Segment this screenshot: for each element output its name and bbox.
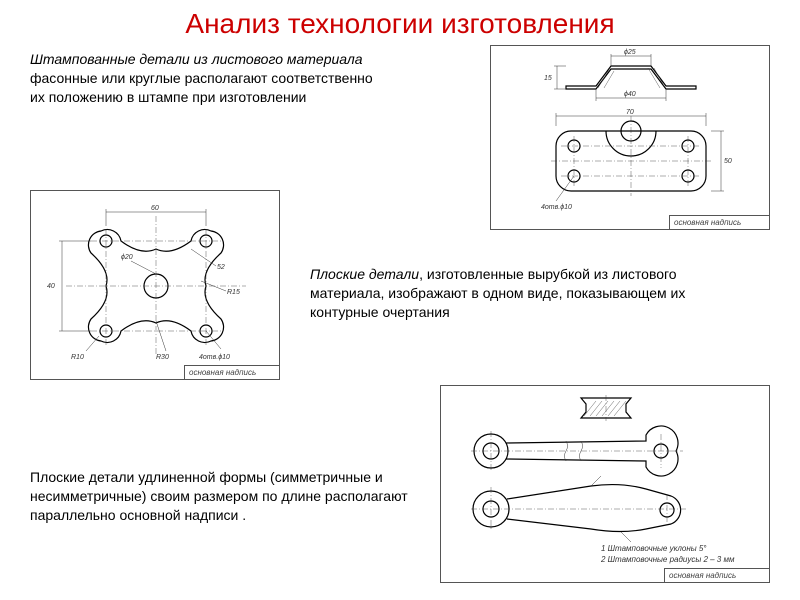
drawing-bracket: ϕ25 ϕ40 15	[490, 45, 770, 230]
drawing-levers: 1 Штамповочные уклоны 5° 2 Штамповочные …	[440, 385, 770, 583]
title-block: основная надпись	[669, 215, 769, 229]
svg-text:ϕ25: ϕ25	[624, 49, 636, 56]
svg-text:50: 50	[724, 158, 732, 165]
svg-text:ϕ40: ϕ40	[624, 91, 636, 98]
svg-text:R30: R30	[156, 354, 169, 361]
para2-lead: Плоские детали	[310, 266, 419, 282]
para1-lead: Штампованные детали из листового материа…	[30, 51, 363, 67]
svg-text:4отв.ϕ10: 4отв.ϕ10	[199, 354, 230, 361]
svg-text:ϕ20: ϕ20	[121, 254, 133, 261]
svg-text:70: 70	[626, 109, 634, 116]
paragraph-elongated: Плоские детали удлиненной формы (симметр…	[30, 468, 410, 525]
drawing-plate: 60 40 ϕ20 52 R15 R30 R10 4отв.ϕ10 ос	[30, 190, 280, 380]
svg-text:R15: R15	[227, 289, 240, 296]
paragraph-stamped: Штампованные детали из листового материа…	[30, 50, 390, 107]
svg-text:15: 15	[544, 75, 552, 82]
paragraph-flat: Плоские детали, изготовленные вырубкой и…	[310, 265, 690, 322]
title-block: основная надпись	[664, 568, 769, 582]
svg-text:4отв.ϕ10: 4отв.ϕ10	[541, 204, 572, 211]
para1-rest: фасонные или круглые располагают соответ…	[30, 70, 373, 105]
svg-text:52: 52	[217, 264, 225, 271]
svg-text:40: 40	[47, 283, 55, 290]
svg-text:60: 60	[151, 205, 159, 212]
svg-text:1 Штамповочные уклоны 5°: 1 Штамповочные уклоны 5°	[601, 544, 707, 553]
title-block: основная надпись	[184, 365, 279, 379]
svg-text:2 Штамповочные радиусы 2 – 3: 2 Штамповочные радиусы 2 – 3 мм	[600, 555, 735, 564]
svg-text:R10: R10	[71, 354, 84, 361]
page-title: Анализ технологии изготовления	[0, 0, 800, 40]
